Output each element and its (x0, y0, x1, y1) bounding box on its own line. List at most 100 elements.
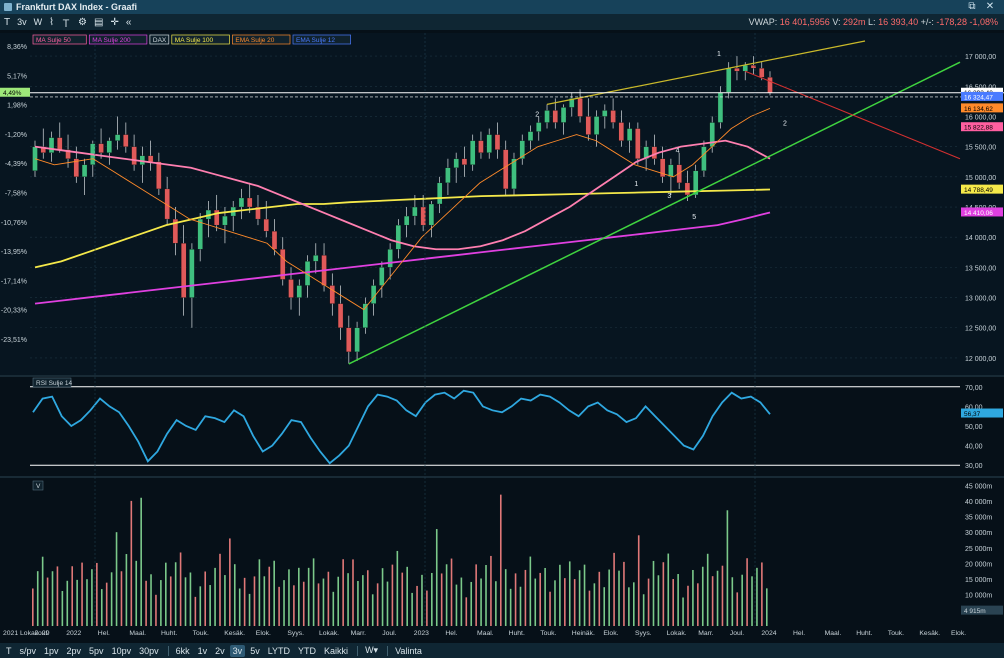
rsi-legend-label: RSI Sulje 14 (36, 380, 73, 387)
volume-bar (731, 577, 734, 626)
pct-tick-label: -4,39% (5, 161, 27, 168)
vwap-value: 16 401,5956 (779, 17, 830, 27)
period-button-spv[interactable]: s/pv (19, 645, 37, 656)
period-button-1pv[interactable]: 1pv (44, 645, 59, 656)
wave-label: 5 (692, 214, 696, 221)
volume-bar (130, 500, 133, 626)
timeframe-w[interactable]: W (33, 17, 43, 27)
volume-bar (219, 553, 221, 626)
time-tick-label: Huht. (509, 630, 525, 637)
pct-tick-label: -20,33% (1, 308, 27, 315)
price-tag-label: 16 134,62 (964, 106, 993, 113)
text-tool-icon[interactable]: Ｔ (61, 18, 72, 30)
period-button-6kk[interactable]: 6kk (175, 645, 190, 656)
volume-legend (32, 480, 44, 491)
candle (610, 110, 616, 123)
period-button-lytd[interactable]: LYTD (267, 645, 291, 656)
price-tag (961, 184, 1003, 194)
volume-bar (110, 572, 113, 626)
volume-bar (376, 583, 379, 626)
volume-bar (32, 588, 34, 626)
line-chart-icon[interactable]: ⌇ (49, 16, 55, 28)
legend-label: MA Sulje 100 (175, 37, 214, 44)
candle (767, 77, 773, 93)
volume-bar (160, 580, 162, 626)
period-button-2pv[interactable]: 2pv (66, 645, 82, 656)
volume-bar (726, 510, 729, 626)
candle (461, 158, 468, 165)
candle (560, 107, 567, 123)
volume-bar (751, 576, 753, 626)
volume-bar (672, 579, 675, 626)
rsi-tick-label: 30,00 (965, 463, 983, 470)
period-button-ytd[interactable]: YTD (298, 645, 317, 656)
volume-bar (76, 579, 78, 626)
candle (428, 203, 435, 226)
price-tag-label: 15 822,88 (964, 125, 993, 132)
volume-bar (628, 587, 630, 626)
period-button-10pv[interactable]: 10pv (111, 645, 132, 656)
time-tick-label: Elok. (256, 630, 271, 637)
candle (420, 206, 426, 226)
volume-bar (593, 583, 596, 626)
volume-bar (623, 561, 625, 626)
time-tick-label: 2024 (761, 630, 776, 637)
volume-bar (657, 575, 660, 626)
volume-bar (544, 567, 546, 626)
candle (478, 140, 484, 153)
volume-bar (366, 570, 369, 626)
candle (48, 137, 55, 153)
settings-icon[interactable]: ⚙ (78, 16, 87, 28)
volume-bar (362, 575, 364, 626)
time-tick-label: Hel. (445, 630, 457, 637)
price-tick-label: 12 500,00 (965, 326, 996, 333)
price-summary: VWAP: 16 401,5956 V: 292m L: 16 393,40 +… (749, 17, 998, 27)
volume-bar (327, 571, 330, 626)
candle (247, 197, 253, 208)
candle (123, 134, 129, 147)
volume-bar (406, 566, 408, 626)
separator (357, 645, 359, 656)
period-button-1v[interactable]: 1v (197, 645, 208, 656)
table-icon[interactable]: ▤ (93, 16, 104, 28)
volume-bar (711, 576, 714, 626)
chart-type-icon[interactable]: T (4, 16, 11, 28)
volume-bar (243, 577, 246, 626)
volume-bar (746, 558, 748, 626)
volume-bar (224, 575, 226, 626)
candle (726, 68, 732, 93)
candle (114, 134, 121, 141)
volume-bar (288, 569, 290, 626)
period-button-valinta[interactable]: Valinta (395, 645, 422, 656)
volume-bar (347, 573, 349, 626)
collapse-icon[interactable]: « (125, 16, 132, 28)
candle (602, 110, 608, 117)
candle (214, 209, 220, 226)
volume-bar (692, 570, 694, 626)
period-button-kaikki[interactable]: Kaikki (324, 645, 349, 656)
time-tick-label: Lokak. (667, 630, 687, 637)
volume-bar (564, 578, 566, 626)
volume-bar (105, 582, 108, 626)
detach-icon[interactable]: ⧉ (968, 1, 976, 12)
main-pane (0, 33, 1004, 375)
period-button-3v[interactable]: 3v (229, 644, 246, 657)
period-button-5pv[interactable]: 5pv (89, 645, 104, 656)
period-button-30pv[interactable]: 30pv (139, 645, 159, 656)
period-button-2v[interactable]: 2v (215, 645, 225, 656)
price-tag (961, 103, 1003, 113)
crosshair-icon[interactable]: ✛ (110, 16, 119, 28)
time-tick-label: Elok. (951, 630, 966, 637)
period-button-5v[interactable]: 5v (250, 645, 260, 656)
close-icon[interactable]: ✕ (985, 1, 995, 12)
period-button-w[interactable]: W▾ (365, 645, 379, 655)
timeframe-3v[interactable]: 3v (17, 17, 27, 27)
period-button-t[interactable]: T (6, 645, 12, 656)
volume-bar (741, 574, 743, 626)
candle (676, 164, 682, 184)
legend-item (88, 34, 148, 45)
candle (263, 218, 269, 232)
